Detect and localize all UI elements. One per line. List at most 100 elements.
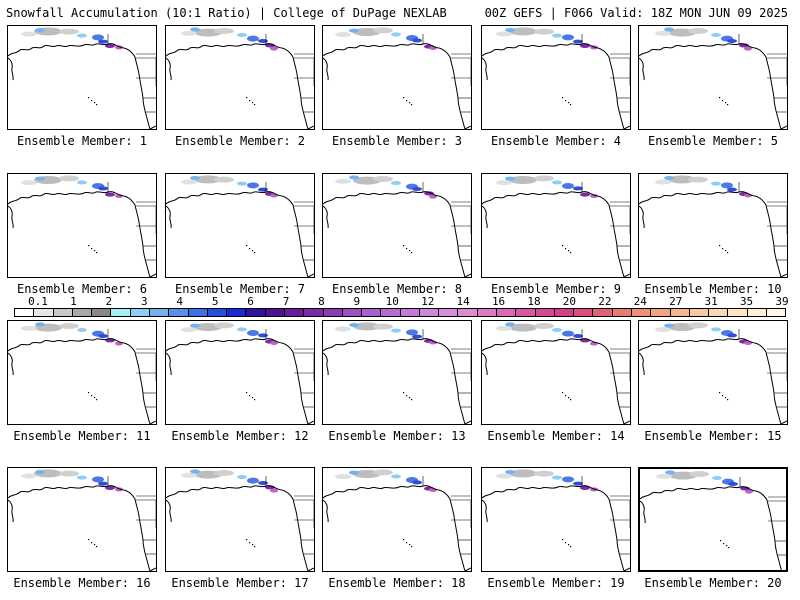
snowfall-area [335, 32, 351, 38]
coastline [323, 338, 466, 424]
island-marker [568, 250, 570, 252]
island-marker [570, 252, 572, 254]
colorbar-tick-label: 12 [421, 295, 435, 308]
colorbar-tick-label: 9 [353, 295, 361, 308]
colorbar-swatch [766, 309, 786, 316]
colorbar-swatch [304, 309, 324, 316]
map-panel-graphic [166, 469, 314, 571]
island-marker [254, 104, 256, 106]
island-marker [568, 544, 570, 546]
ensemble-map-panel[interactable] [165, 173, 315, 278]
colorbar-swatch [651, 309, 671, 316]
snowfall-colorbar [14, 308, 786, 317]
coastline [8, 43, 151, 129]
ensemble-member-label: Ensemble Member: 14 [487, 429, 625, 443]
coastline [8, 57, 14, 81]
coastline [307, 125, 314, 129]
coastline [307, 420, 314, 424]
snowfall-shading [335, 175, 437, 199]
map-panel-graphic [482, 175, 630, 277]
coastline [784, 569, 786, 570]
snowfall-shading [655, 175, 752, 198]
ensemble-map-panel[interactable] [7, 173, 157, 278]
island-marker [88, 245, 90, 247]
coastline [482, 191, 625, 277]
ensemble-map-panel[interactable] [322, 467, 472, 572]
ensemble-map-panel[interactable] [322, 173, 472, 278]
ensemble-map-panel[interactable] [7, 320, 157, 425]
coastline [8, 205, 14, 229]
snowfall-area [98, 334, 108, 338]
coastline [482, 57, 488, 81]
snowfall-shading [21, 175, 123, 198]
island-marker [88, 539, 90, 541]
island-marker [562, 392, 564, 394]
snowfall-area [505, 322, 515, 327]
snowfall-area [349, 28, 359, 33]
island-marker [409, 250, 411, 252]
colorbar-swatch [689, 309, 710, 316]
snowfall-area [349, 323, 359, 327]
coastline [780, 420, 787, 424]
ensemble-map-panel[interactable] [638, 25, 788, 130]
colorbar-swatch [400, 309, 420, 316]
valid-time: 00Z GEFS | F066 Valid: 18Z MON JUN 09 20… [484, 6, 788, 20]
ensemble-member-label: Ensemble Member: 3 [331, 134, 463, 148]
island-marker [96, 546, 98, 548]
map-panel-graphic [639, 322, 787, 424]
colorbar-swatch [323, 309, 343, 316]
snowfall-area [562, 34, 574, 41]
ensemble-map-panel[interactable] [481, 25, 631, 130]
coastline [482, 205, 488, 229]
coastline [464, 420, 471, 424]
snowfall-area [21, 180, 37, 186]
map-panel-graphic [639, 27, 787, 129]
ensemble-map-panel[interactable] [638, 173, 788, 278]
snowfall-area [391, 32, 401, 37]
ensemble-map-panel[interactable] [165, 25, 315, 130]
island-marker [403, 392, 405, 394]
island-marker [94, 250, 96, 252]
ensemble-map-panel[interactable] [322, 25, 472, 130]
snowfall-area [258, 187, 268, 192]
political-border [294, 205, 314, 234]
colorbar-swatch [554, 309, 575, 316]
map-panel-graphic [482, 27, 630, 129]
coastline [8, 485, 151, 571]
island-marker [727, 399, 729, 401]
political-border [610, 57, 630, 86]
snowfall-area [412, 480, 422, 485]
snowfall-area [573, 334, 583, 338]
colorbar-tick-label: 39 [775, 295, 789, 308]
ensemble-map-panel[interactable] [7, 25, 157, 130]
snowfall-area [190, 27, 200, 32]
coastline [149, 420, 156, 424]
colorbar-swatch [709, 309, 729, 316]
snowfall-area [655, 30, 671, 36]
coastline [323, 57, 329, 81]
coastline [482, 352, 488, 376]
snowfall-area [391, 328, 401, 333]
ensemble-member-label: Ensemble Member: 13 [328, 429, 466, 443]
colorbar-swatch [381, 309, 401, 316]
ensemble-map-panel[interactable] [322, 320, 472, 425]
ensemble-map-panel[interactable] [638, 320, 788, 425]
snowfall-area [237, 181, 247, 186]
political-border [767, 352, 787, 381]
colorbar-swatch [72, 309, 93, 316]
ensemble-map-panel[interactable] [638, 467, 788, 572]
snowfall-area [35, 322, 45, 327]
island-marker [727, 252, 729, 254]
snowfall-area [373, 323, 393, 330]
ensemble-map-panel[interactable] [7, 467, 157, 572]
snowfall-area [509, 27, 537, 36]
island-marker [96, 399, 98, 401]
ensemble-map-panel[interactable] [165, 320, 315, 425]
snowfall-area [373, 27, 393, 34]
ensemble-map-panel[interactable] [481, 467, 631, 572]
ensemble-map-panel[interactable] [481, 320, 631, 425]
island-marker [246, 245, 248, 247]
snowfall-area [21, 31, 37, 37]
ensemble-map-panel[interactable] [165, 467, 315, 572]
ensemble-map-panel[interactable] [481, 173, 631, 278]
